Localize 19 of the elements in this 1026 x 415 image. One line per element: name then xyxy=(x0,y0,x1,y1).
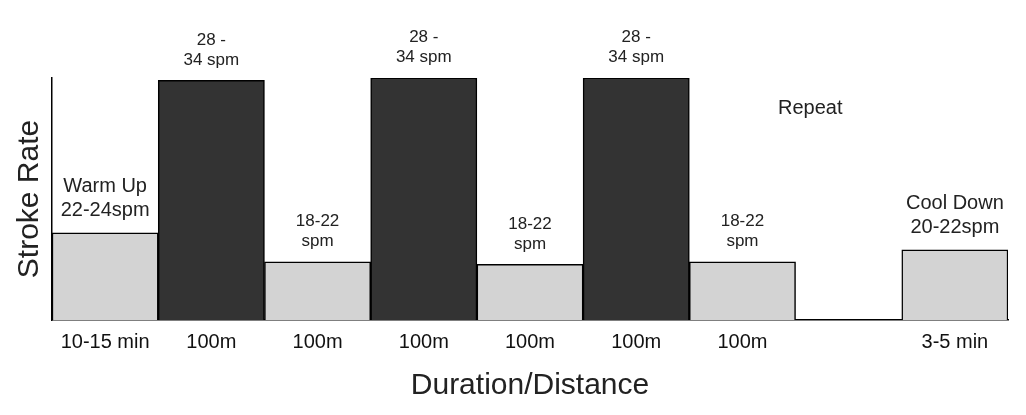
x-axis-title: Duration/Distance xyxy=(410,367,650,401)
x-tick-label: 100m xyxy=(717,329,768,352)
text: 28 - 34 spm xyxy=(608,27,665,67)
annotation: 18-22 spm xyxy=(295,211,340,251)
text: 28 - 34 spm xyxy=(395,27,452,67)
text: 28 - 34 spm xyxy=(183,29,240,69)
x-tick-label: 100m xyxy=(504,329,556,352)
x-tick-label: 100m xyxy=(186,329,237,352)
annotation: Warm Up 22-24spm xyxy=(60,174,150,221)
annotation: Cool Down 20-22spm xyxy=(905,191,1004,238)
x-tick-label: 3-5 min xyxy=(921,329,989,352)
annotation: Repeat xyxy=(778,95,843,118)
x-tick-label: 100m xyxy=(398,329,449,352)
annotation: 18-22 spm xyxy=(720,211,765,251)
x-tick-label: 100m xyxy=(611,329,662,352)
x-tick-label: 10-15 min xyxy=(60,329,150,352)
annotation: 18-22 spm xyxy=(508,213,552,253)
x-tick-label: 100m xyxy=(292,329,343,352)
y-axis-title: Stroke Rate xyxy=(11,119,45,279)
